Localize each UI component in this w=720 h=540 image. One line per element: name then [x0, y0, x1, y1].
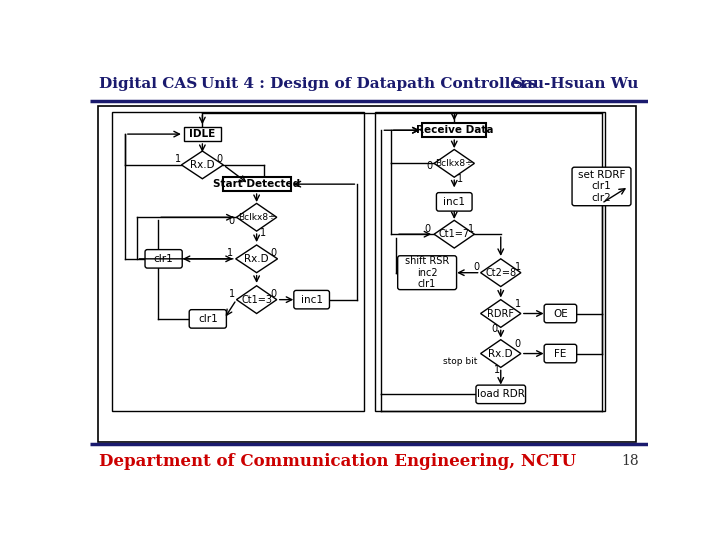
Polygon shape	[434, 150, 474, 177]
Text: Sau-Hsuan Wu: Sau-Hsuan Wu	[513, 77, 639, 91]
FancyBboxPatch shape	[184, 127, 221, 141]
Text: Bclkx8÷: Bclkx8÷	[238, 213, 276, 222]
Text: 1: 1	[515, 299, 521, 309]
Text: Ct2=8: Ct2=8	[485, 268, 516, 278]
Text: load RDR: load RDR	[477, 389, 525, 400]
FancyBboxPatch shape	[544, 304, 577, 323]
FancyBboxPatch shape	[436, 193, 472, 211]
Text: inc1: inc1	[301, 295, 323, 305]
Text: 0: 0	[229, 216, 235, 226]
Text: Bclkx8÷: Bclkx8÷	[436, 159, 473, 168]
Text: RDRF: RDRF	[487, 308, 514, 319]
Polygon shape	[235, 245, 277, 273]
FancyBboxPatch shape	[423, 123, 486, 137]
Text: Start Detected: Start Detected	[213, 179, 300, 189]
Text: 1: 1	[515, 262, 521, 272]
Text: 1: 1	[468, 224, 474, 234]
Text: 1: 1	[174, 154, 181, 164]
Text: Unit 4 : Design of Datapath Controllers: Unit 4 : Design of Datapath Controllers	[201, 77, 537, 91]
FancyBboxPatch shape	[572, 167, 631, 206]
FancyBboxPatch shape	[397, 256, 456, 289]
Text: shift RSR
inc2
clr1: shift RSR inc2 clr1	[405, 256, 449, 289]
Text: inc1: inc1	[444, 197, 465, 207]
Text: Receive Data: Receive Data	[415, 125, 493, 135]
Text: Ct1=3: Ct1=3	[241, 295, 272, 305]
Text: IDLE: IDLE	[189, 129, 215, 139]
Polygon shape	[181, 151, 223, 179]
Text: clr1: clr1	[154, 254, 174, 264]
Text: 1: 1	[457, 174, 464, 184]
FancyBboxPatch shape	[476, 385, 526, 403]
FancyBboxPatch shape	[222, 177, 291, 191]
Polygon shape	[481, 340, 521, 367]
Text: 1: 1	[228, 248, 233, 259]
Polygon shape	[236, 204, 276, 231]
Text: FE: FE	[554, 348, 567, 359]
Text: Department of Communication Engineering, NCTU: Department of Communication Engineering,…	[99, 453, 577, 470]
FancyBboxPatch shape	[544, 345, 577, 363]
Text: OE: OE	[553, 308, 568, 319]
Text: set RDRF
clr1
clr2: set RDRF clr1 clr2	[578, 170, 625, 203]
Text: 0: 0	[271, 248, 276, 259]
Text: Rx.D: Rx.D	[244, 254, 269, 264]
Polygon shape	[236, 286, 276, 314]
Text: stop bit: stop bit	[444, 357, 477, 366]
Text: Ct1=7: Ct1=7	[438, 229, 470, 239]
Text: clr1: clr1	[198, 314, 217, 324]
Text: 0: 0	[426, 161, 433, 171]
Text: Digital CAS: Digital CAS	[99, 77, 197, 91]
Text: 1: 1	[229, 289, 235, 299]
Text: Rx.D: Rx.D	[488, 348, 513, 359]
FancyBboxPatch shape	[145, 249, 182, 268]
Text: 18: 18	[621, 454, 639, 468]
Polygon shape	[481, 259, 521, 287]
Polygon shape	[481, 300, 521, 327]
FancyBboxPatch shape	[189, 309, 226, 328]
Text: 1: 1	[260, 228, 266, 238]
Text: 0: 0	[515, 339, 521, 349]
Text: 0: 0	[271, 289, 276, 299]
Text: 0: 0	[425, 224, 431, 234]
Text: 0: 0	[473, 262, 479, 272]
Text: 1: 1	[494, 366, 500, 375]
Text: Rx.D: Rx.D	[190, 160, 215, 170]
Text: 0: 0	[217, 154, 222, 164]
Polygon shape	[434, 220, 474, 248]
FancyBboxPatch shape	[294, 291, 330, 309]
Text: 0: 0	[492, 324, 498, 334]
